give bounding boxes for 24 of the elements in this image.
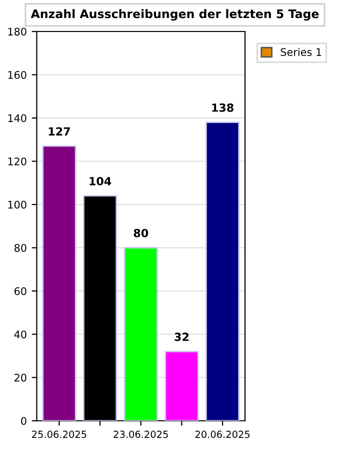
y-tick-label: 180 [8,28,26,36]
data-label: 104 [90,176,112,186]
y-tick-label: 120 [8,157,26,166]
data-label: 80 [134,228,148,238]
y-tick-label: 160 [8,70,26,79]
bar [124,247,158,421]
data-label: 127 [48,127,70,136]
bar [42,145,76,421]
x-tick-label: 25.06.2025 [32,430,86,438]
data-label: 138 [212,103,234,112]
x-tick-label: 20.06.2025 [195,430,250,438]
y-tick-label: 40 [14,330,26,338]
y-tick-label: 60 [14,287,26,296]
y-tick-label: 20 [14,374,26,382]
data-label: 32 [174,332,188,342]
x-tick-label: 23.06.2025 [114,430,168,438]
y-tick-label: 0 [21,416,26,425]
chart-title: Anzahl Ausschreibungen der letzten 5 Tage [30,9,319,21]
y-tick-label: 100 [8,200,26,209]
bar [206,122,240,421]
y-tick-label: 140 [8,114,26,122]
text: Series 1 [280,48,322,56]
bar [164,350,199,421]
y-tick-label: 80 [14,244,26,252]
